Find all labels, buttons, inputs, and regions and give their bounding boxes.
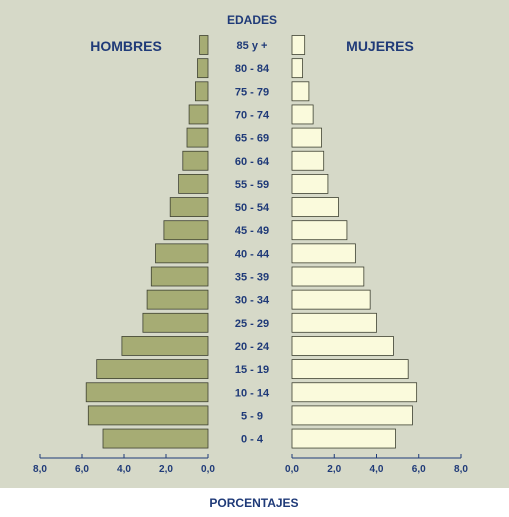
age-group-label: 0 - 4 [241,434,264,446]
age-group-label: 65 - 69 [235,133,269,145]
age-group-label: 20 - 24 [235,341,270,353]
left-x-axis: 8,0 6,0 4,0 2,0 0,0 [33,454,215,475]
men-bar [102,428,209,449]
age-group-label: 80 - 84 [235,63,270,75]
women-bar [291,266,365,287]
women-bar [291,243,356,264]
men-bar [155,243,209,264]
men-bar [197,58,209,79]
men-bar [146,289,209,310]
age-group-label: 10 - 14 [235,387,270,399]
women-bar [291,405,413,426]
men-bar [150,266,209,287]
age-group-label: 55 - 59 [235,179,269,191]
men-bar [142,312,209,333]
men-bar [186,127,209,148]
men-bar [188,104,209,125]
men-bar [182,150,209,171]
women-bar [291,336,394,356]
plot-background [0,0,509,488]
age-group-label: 40 - 44 [235,248,270,260]
age-group-label: 35 - 39 [235,272,269,284]
women-bar [291,173,329,194]
x-axis-title: PORCENTAJES [209,496,298,510]
age-group-label: 70 - 74 [235,109,270,121]
left-tick-label: 6,0 [75,464,89,475]
women-bar [291,220,348,241]
age-group-label: 25 - 29 [235,318,269,330]
men-bar [96,359,209,380]
age-group-label: 50 - 54 [235,202,270,214]
men-bar [178,173,209,194]
men-bar [163,220,209,241]
men-bar [87,405,209,426]
women-bars-group [291,35,418,449]
right-tick-label: 4,0 [370,464,384,475]
left-tick-label: 8,0 [33,464,47,475]
women-bar [291,197,339,217]
age-group-label: 45 - 49 [235,225,269,237]
age-group-label: 60 - 64 [235,156,270,168]
men-bar [121,336,209,356]
women-bar [291,312,377,333]
age-group-label: 15 - 19 [235,364,269,376]
men-bar [199,35,209,55]
legend-men-label: HOMBRES [90,38,162,54]
age-labels-group: 85 y + 80 - 84 75 - 79 70 - 74 65 - 69 60 - 6… [235,40,270,446]
women-bar [291,81,310,102]
women-bar [291,359,409,380]
age-group-label: 75 - 79 [235,86,269,98]
right-tick-label: 6,0 [412,464,426,475]
women-bar [291,289,371,310]
left-tick-label: 2,0 [159,464,173,475]
men-bar [169,197,209,217]
right-x-axis: 0,0 2,0 4,0 6,0 8,0 [285,454,468,475]
women-bar [291,104,314,125]
age-group-label: 5 - 9 [241,410,263,422]
left-tick-label: 4,0 [117,464,131,475]
center-axis-title: EDADES [227,13,277,27]
men-bar [85,382,209,403]
men-bars-group [85,35,209,449]
women-bar [291,150,325,171]
women-bar [291,428,396,449]
left-tick-label: 0,0 [201,464,215,475]
women-bar [291,382,418,403]
right-tick-label: 2,0 [327,464,341,475]
women-bar [291,58,303,79]
legend-women-label: MUJERES [346,38,414,54]
right-tick-label: 8,0 [454,464,468,475]
right-tick-label: 0,0 [285,464,299,475]
men-bar [194,81,209,102]
women-bar [291,127,322,148]
women-bar [291,35,306,55]
age-group-label: 85 y + [237,40,268,52]
age-group-label: 30 - 34 [235,295,270,307]
